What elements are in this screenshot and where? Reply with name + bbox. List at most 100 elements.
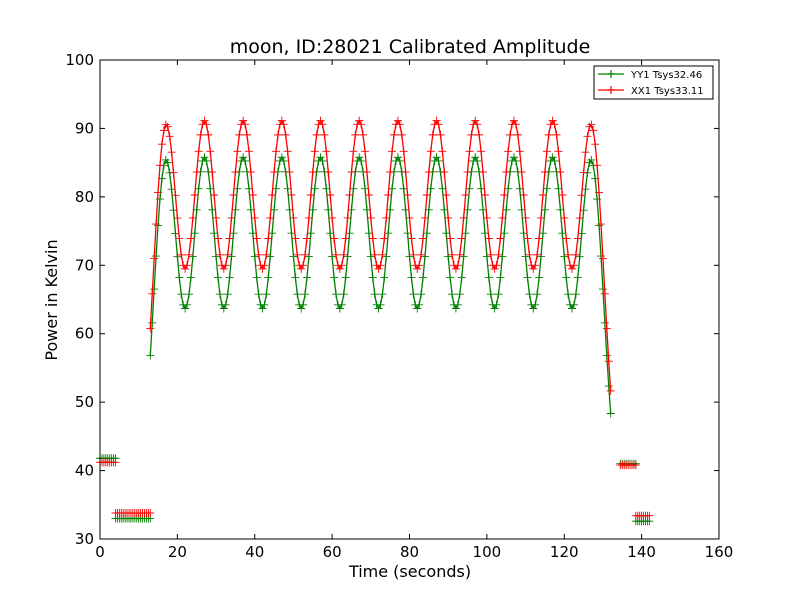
data-point	[227, 252, 236, 261]
data-point	[492, 261, 501, 270]
data-point	[562, 273, 571, 282]
data-point	[519, 229, 528, 238]
data-point	[567, 264, 576, 273]
data-point	[407, 234, 416, 243]
data-point	[556, 168, 565, 177]
data-point	[504, 147, 513, 156]
data-point	[455, 290, 464, 299]
data-point	[420, 213, 429, 222]
data-point	[351, 130, 360, 139]
data-point	[368, 273, 377, 282]
data-point	[598, 285, 607, 294]
data-point	[552, 130, 561, 139]
data-point	[482, 213, 491, 222]
data-point	[558, 229, 567, 238]
data-point	[606, 386, 615, 395]
data-point	[312, 130, 321, 139]
data-point	[415, 261, 424, 270]
data-point	[542, 147, 551, 156]
data-point	[258, 264, 267, 273]
data-point	[477, 184, 486, 193]
data-point	[467, 130, 476, 139]
data-point	[306, 191, 315, 200]
data-point	[459, 213, 468, 222]
data-point	[434, 120, 443, 129]
data-point	[330, 273, 339, 282]
data-point	[558, 191, 567, 200]
data-point	[585, 122, 594, 131]
data-point	[148, 289, 157, 298]
data-point	[366, 213, 375, 222]
y-tick-label: 40	[75, 462, 94, 480]
data-point	[409, 290, 418, 299]
data-point	[473, 120, 482, 129]
data-point	[602, 324, 611, 333]
x-tick-label: 160	[705, 543, 734, 561]
data-point	[287, 229, 296, 238]
data-point	[293, 250, 302, 259]
data-point	[212, 252, 221, 261]
data-point	[490, 304, 499, 313]
data-point	[490, 264, 499, 273]
legend-marker-xx1	[607, 86, 615, 94]
data-point	[444, 252, 453, 261]
data-point	[326, 191, 335, 200]
data-point	[577, 229, 586, 238]
data-point	[395, 120, 404, 129]
data-point	[420, 252, 429, 261]
data-point	[293, 290, 302, 299]
data-point	[159, 126, 168, 135]
x-tick-label: 120	[550, 543, 579, 561]
data-point	[359, 130, 368, 139]
data-point	[208, 168, 217, 177]
data-point	[446, 234, 455, 243]
data-point	[471, 116, 480, 125]
x-tick-label: 0	[95, 543, 105, 561]
data-point	[227, 213, 236, 222]
data-point	[331, 290, 340, 299]
data-point	[225, 234, 234, 243]
data-point	[581, 185, 590, 194]
data-point	[254, 290, 263, 299]
data-point	[229, 191, 238, 200]
data-point	[573, 234, 582, 243]
data-point	[428, 130, 437, 139]
y-tick-label: 30	[75, 530, 94, 548]
data-point	[233, 147, 242, 156]
data-point	[502, 168, 511, 177]
data-point	[575, 214, 584, 223]
data-point	[521, 252, 530, 261]
data-point	[260, 300, 269, 309]
data-point	[523, 273, 532, 282]
data-point	[422, 229, 431, 238]
data-point	[289, 252, 298, 261]
y-axis-label: Power in Kelvin	[42, 239, 61, 360]
data-point	[457, 234, 466, 243]
data-point	[525, 290, 534, 299]
data-point	[202, 156, 211, 165]
data-point	[212, 213, 221, 222]
data-point	[273, 130, 282, 139]
data-point	[388, 147, 397, 156]
data-point	[264, 234, 273, 243]
data-point	[432, 153, 441, 162]
data-point	[378, 290, 387, 299]
data-point	[225, 273, 234, 282]
data-point	[589, 126, 598, 135]
data-point	[569, 300, 578, 309]
data-point	[500, 191, 509, 200]
data-point	[221, 261, 230, 270]
data-point	[258, 304, 267, 313]
data-point	[186, 273, 195, 282]
data-point	[229, 229, 238, 238]
y-tick-label: 60	[75, 325, 94, 343]
data-point	[453, 261, 462, 270]
data-point	[486, 250, 495, 259]
data-point	[154, 188, 163, 197]
data-point	[206, 184, 215, 193]
data-point	[355, 153, 364, 162]
data-point	[219, 304, 228, 313]
data-point	[210, 191, 219, 200]
data-point	[194, 184, 203, 193]
